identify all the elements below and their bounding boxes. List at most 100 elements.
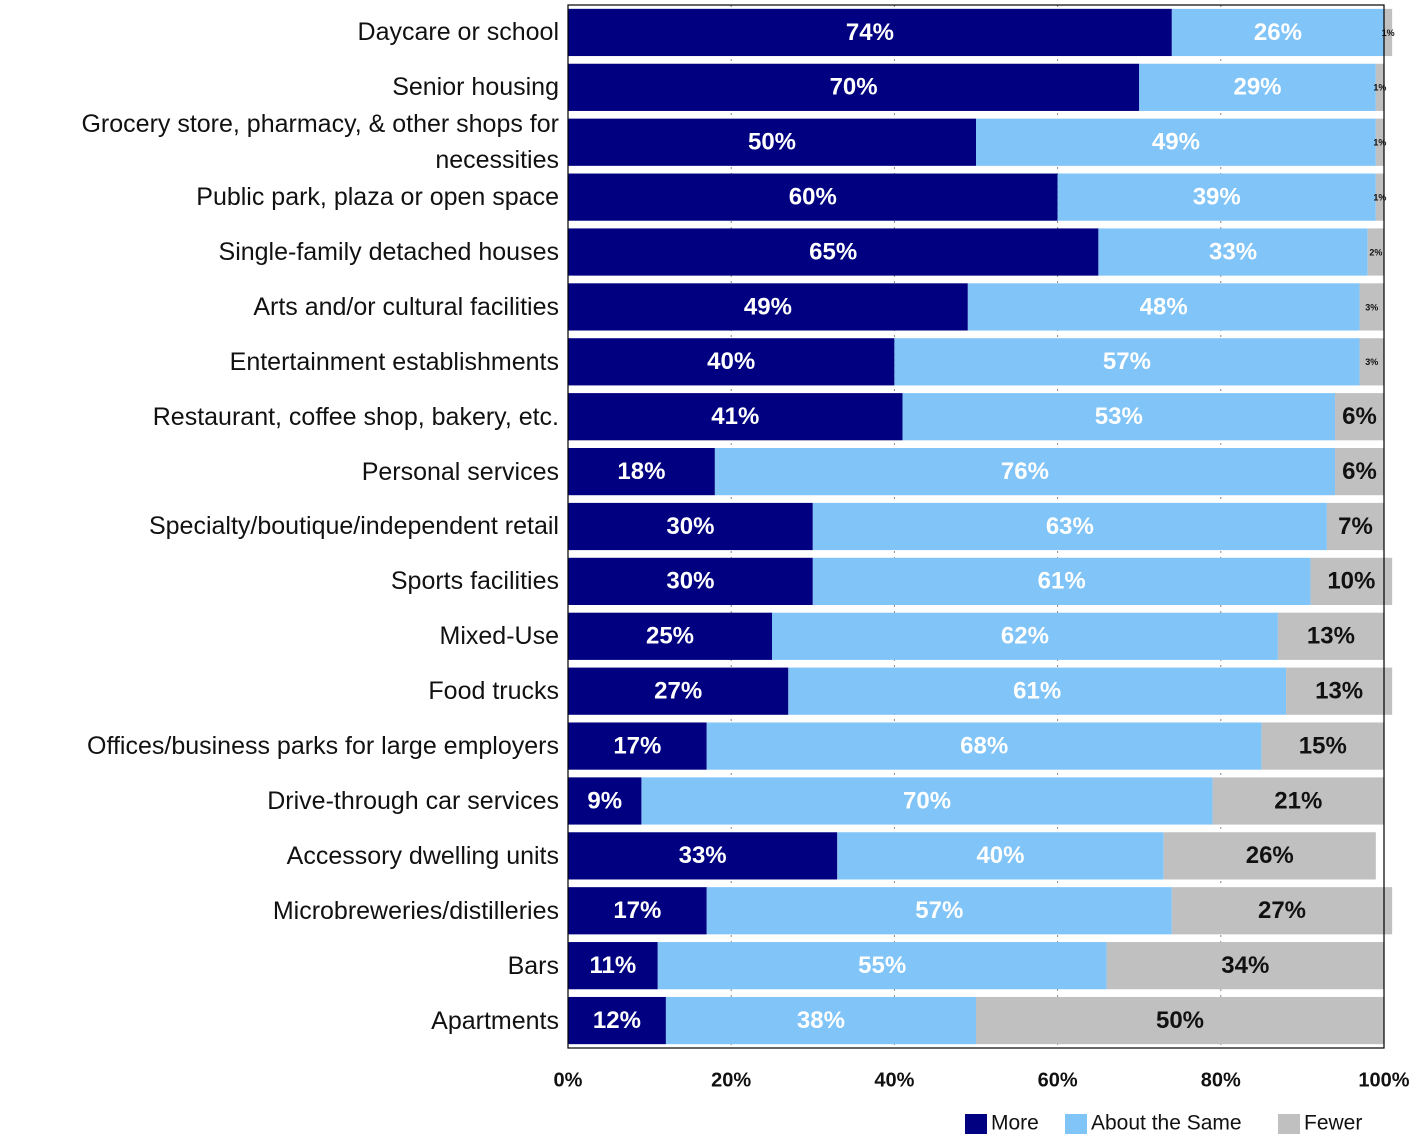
bar-segment xyxy=(641,777,1213,825)
bar-segment xyxy=(665,996,976,1045)
data-label: 49% xyxy=(1152,129,1200,156)
x-tick-label: 80% xyxy=(1201,1069,1241,1091)
data-label: 1% xyxy=(1373,193,1386,203)
category-label: Daycare or school xyxy=(357,18,559,47)
data-label: 65% xyxy=(809,238,857,265)
category-label: Senior housing xyxy=(392,73,559,102)
data-label: 41% xyxy=(711,403,759,430)
bar-segment xyxy=(788,667,1287,715)
data-label: 63% xyxy=(1046,513,1094,540)
category-label: Entertainment establishments xyxy=(229,347,559,376)
category-label: Food trucks xyxy=(428,677,559,706)
bar-segment xyxy=(1171,887,1393,935)
bar-segment xyxy=(568,887,707,935)
bar-segment xyxy=(568,448,715,496)
bar-segment xyxy=(568,502,813,551)
data-label: 61% xyxy=(1013,678,1061,705)
data-label: 21% xyxy=(1274,787,1322,814)
x-tick-label: 100% xyxy=(1358,1069,1409,1091)
bar-segment xyxy=(976,118,1376,166)
data-label: 1% xyxy=(1373,83,1386,93)
bar-segment xyxy=(1139,63,1376,111)
bar-segment xyxy=(1212,777,1384,825)
bar-segment xyxy=(1286,667,1393,715)
bar-segment xyxy=(706,887,1172,935)
bar-segment xyxy=(714,448,1336,496)
category-label: Mixed-Use xyxy=(439,622,559,651)
data-label: 34% xyxy=(1221,952,1269,979)
data-label: 7% xyxy=(1338,513,1373,540)
bar-segment xyxy=(568,118,976,166)
x-tick-label: 40% xyxy=(874,1069,914,1091)
data-label: 2% xyxy=(1369,247,1382,257)
bar-segment xyxy=(568,832,838,880)
bar-segment xyxy=(1057,173,1376,221)
category-label: Bars xyxy=(507,951,559,980)
legend-label: Fewer xyxy=(1304,1112,1362,1134)
data-label: 70% xyxy=(830,74,878,101)
bar-segment xyxy=(1375,63,1384,111)
data-label: 30% xyxy=(666,568,714,595)
bar-segment xyxy=(812,557,1311,605)
bar-segment xyxy=(812,502,1327,551)
bar-segment xyxy=(568,996,666,1045)
legend-swatch xyxy=(1278,1114,1300,1134)
category-label: Apartments xyxy=(431,1006,559,1035)
data-label: 27% xyxy=(1258,897,1306,924)
data-label: 1% xyxy=(1373,138,1386,148)
bar-segment xyxy=(1171,8,1384,57)
bar-segment xyxy=(1277,612,1384,660)
data-label: 17% xyxy=(613,897,661,924)
data-label: 57% xyxy=(915,897,963,924)
data-label: 68% xyxy=(960,732,1008,759)
bar-segment xyxy=(1335,448,1384,496)
data-label: 6% xyxy=(1342,403,1377,430)
bar-segment xyxy=(1375,118,1384,166)
bar-segment xyxy=(568,338,895,386)
data-label: 12% xyxy=(593,1007,641,1034)
x-tick-label: 20% xyxy=(711,1069,751,1091)
bar-segment xyxy=(837,832,1164,880)
data-label: 60% xyxy=(789,183,837,210)
data-label: 49% xyxy=(744,293,792,320)
data-label: 3% xyxy=(1365,357,1378,367)
data-label: 61% xyxy=(1038,568,1086,595)
data-label: 30% xyxy=(666,513,714,540)
category-label: Arts and/or cultural facilities xyxy=(253,292,559,321)
category-label: Specialty/boutique/independent retail xyxy=(148,512,559,541)
data-label: 40% xyxy=(707,348,755,375)
category-label: Single-family detached houses xyxy=(218,238,559,267)
data-label: 50% xyxy=(748,129,796,156)
bar-segment xyxy=(902,393,1336,441)
data-label: 10% xyxy=(1327,568,1375,595)
data-label: 27% xyxy=(654,678,702,705)
category-label: Public park, plaza or open space xyxy=(196,183,559,212)
category-label: Grocery store, pharmacy, & other shops f… xyxy=(81,110,559,175)
data-label: 15% xyxy=(1299,732,1347,759)
bar-segment xyxy=(772,612,1278,660)
data-label: 62% xyxy=(1001,623,1049,650)
bar-segment xyxy=(1359,283,1384,331)
data-label: 11% xyxy=(590,952,637,979)
bar-segment xyxy=(568,777,642,825)
category-label: Accessory dwelling units xyxy=(286,841,559,870)
bar-segment xyxy=(568,557,813,605)
x-tick-label: 60% xyxy=(1038,1069,1078,1091)
data-label: 18% xyxy=(617,458,665,485)
bar-segment xyxy=(568,228,1099,276)
legend-swatch xyxy=(1065,1114,1087,1134)
bar-segment xyxy=(1098,228,1368,276)
data-label: 57% xyxy=(1103,348,1151,375)
category-label: Microbreweries/distilleries xyxy=(272,896,559,925)
data-label: 6% xyxy=(1342,458,1377,485)
bar-segment xyxy=(568,393,903,441)
bar-segment xyxy=(568,283,968,331)
data-label: 9% xyxy=(587,787,622,814)
category-label: Sports facilities xyxy=(390,567,559,596)
bar-segment xyxy=(967,283,1360,331)
legend-swatch xyxy=(965,1114,987,1134)
category-label: Personal services xyxy=(361,457,559,486)
data-label: 40% xyxy=(976,842,1024,869)
